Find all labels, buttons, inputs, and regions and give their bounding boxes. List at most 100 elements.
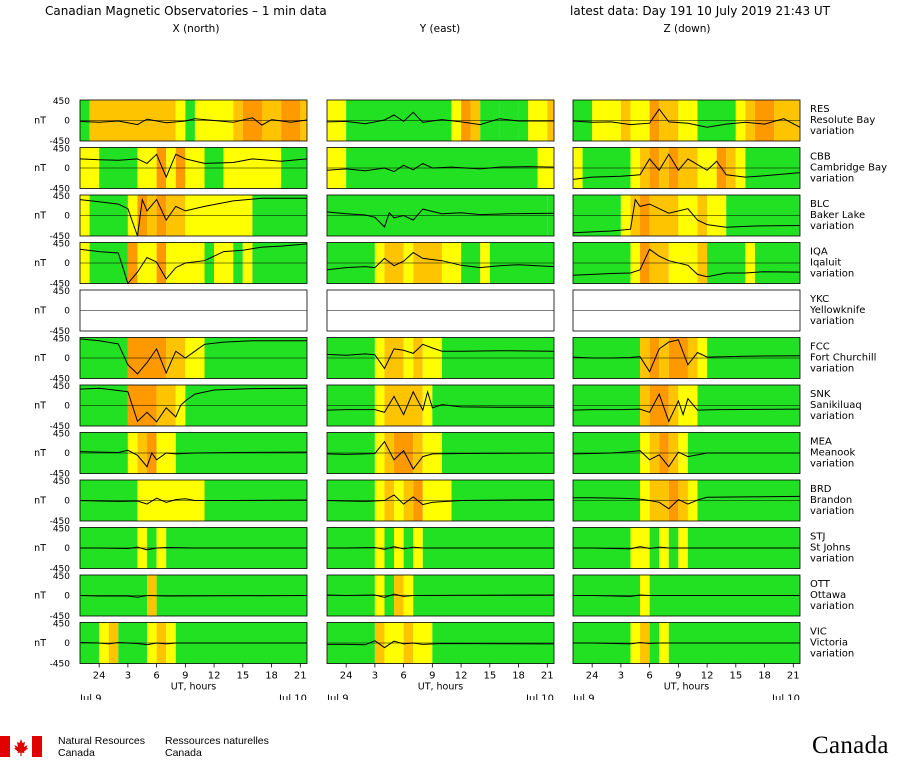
x-tick-label: 15 <box>729 671 742 682</box>
magnetogram-chart: Canadian Magnetic Observatories – 1 min … <box>34 4 887 705</box>
station-variation-label: variation <box>810 269 854 280</box>
station-name: Ottawa <box>810 590 846 601</box>
station-name: Yellowknife <box>809 305 865 316</box>
panel-frame <box>79 147 308 189</box>
station-variation-label: variation <box>810 316 854 327</box>
variation-trace <box>79 197 307 237</box>
y-unit-label: nT <box>34 448 46 459</box>
y-tick-label: 0 <box>64 307 70 317</box>
y-unit-label: nT <box>34 258 46 269</box>
station-variation-label: variation <box>810 126 854 137</box>
station-name: Baker Lake <box>810 210 865 221</box>
panel-frame <box>79 384 308 427</box>
dept-en-line-2: Canada <box>58 747 95 759</box>
station-variation-label: variation <box>810 459 854 470</box>
y-unit-label: nT <box>34 638 46 649</box>
latest-data: latest data: Day 191 10 July 2019 21:43 … <box>570 4 831 18</box>
x-tick-label: 3 <box>618 671 624 682</box>
station-variation-label: variation <box>810 411 854 422</box>
x-tick-label: 9 <box>675 671 681 682</box>
panel-frame <box>326 242 555 284</box>
x-axis-label: UT, hours <box>418 682 464 693</box>
date-end-label: Jul 10 <box>525 694 554 701</box>
panel-frame <box>326 527 555 569</box>
x-tick-label: 12 <box>455 671 468 682</box>
panel-frame <box>572 147 801 189</box>
y-tick-label: -450 <box>50 565 71 575</box>
variation-trace <box>79 243 308 285</box>
station-name: Meanook <box>810 448 855 459</box>
date-start-label: Jul 9 <box>79 694 102 701</box>
y-tick-label: 0 <box>64 449 70 459</box>
variation-trace <box>79 497 308 505</box>
panel-frame <box>572 622 801 664</box>
station-name: Iqaluit <box>810 258 841 269</box>
column-title-x: X (north) <box>173 23 220 35</box>
x-tick-label: 24 <box>340 671 353 682</box>
y-tick-label: -450 <box>50 375 71 385</box>
panel-frame <box>572 289 801 332</box>
x-tick-label: 3 <box>125 671 131 682</box>
chart-title: Canadian Magnetic Observatories – 1 min … <box>45 4 327 18</box>
y-tick-label: 450 <box>53 97 70 107</box>
station-code: SNK <box>810 389 831 400</box>
canada-wordmark: Canada <box>812 732 889 759</box>
x-tick-label: 6 <box>400 671 406 682</box>
station-name: Victoria <box>810 638 848 649</box>
station-name: Cambridge Bay <box>810 163 887 174</box>
dept-en-line-1: Natural Resources <box>58 735 145 747</box>
y-unit-label: nT <box>34 353 46 364</box>
variation-trace <box>573 495 801 510</box>
panel-frame <box>572 194 801 237</box>
variation-trace <box>572 108 801 128</box>
variation-trace <box>326 494 555 506</box>
y-unit-label: nT <box>34 401 46 412</box>
department-name-english: Natural Resources Canada <box>58 735 145 759</box>
variation-trace <box>573 594 800 597</box>
panel-frame <box>79 289 308 332</box>
date-start-label: Jul 9 <box>326 694 349 701</box>
variation-trace <box>79 387 308 423</box>
y-tick-label: 450 <box>53 382 70 392</box>
station-code: OTT <box>810 579 831 590</box>
panel-frame <box>572 337 801 379</box>
y-tick-label: 450 <box>53 335 70 345</box>
station-name: Brandon <box>810 495 852 506</box>
variation-trace <box>79 449 308 468</box>
panel-frame <box>79 527 308 569</box>
y-unit-label: nT <box>34 543 46 554</box>
panel-frame <box>326 479 555 522</box>
station-name: St Johns <box>810 543 850 554</box>
panel-frame <box>572 242 801 284</box>
variation-trace <box>572 339 801 373</box>
station-variation-label: variation <box>810 649 854 660</box>
variation-trace <box>572 248 801 278</box>
panel-frame <box>572 479 801 522</box>
y-tick-label: 450 <box>53 525 70 535</box>
variation-trace <box>80 546 307 551</box>
panel-frame <box>326 147 555 189</box>
y-tick-label: 450 <box>53 620 70 630</box>
x-tick-label: 21 <box>787 671 800 682</box>
footer: Natural Resources Canada Ressources natu… <box>0 700 900 770</box>
y-tick-label: -450 <box>50 185 71 195</box>
y-tick-label: 450 <box>53 287 70 297</box>
panel-frame <box>79 622 308 664</box>
y-tick-label: 0 <box>64 592 70 602</box>
y-tick-label: -450 <box>50 660 71 670</box>
panel-frame <box>572 99 801 142</box>
x-tick-label: 18 <box>758 671 771 682</box>
x-tick-label: 12 <box>701 671 714 682</box>
y-tick-label: 0 <box>64 402 70 412</box>
panel-frame <box>326 337 555 379</box>
y-tick-label: 450 <box>53 430 70 440</box>
station-name: Fort Churchill <box>810 353 876 364</box>
panel-frame <box>79 337 308 379</box>
variation-trace <box>327 546 554 550</box>
panel-frame <box>79 99 308 142</box>
station-variation-label: variation <box>810 364 854 375</box>
panel-frame <box>79 194 308 237</box>
variation-trace <box>327 640 555 649</box>
date-end-label: Jul 10 <box>771 694 800 701</box>
